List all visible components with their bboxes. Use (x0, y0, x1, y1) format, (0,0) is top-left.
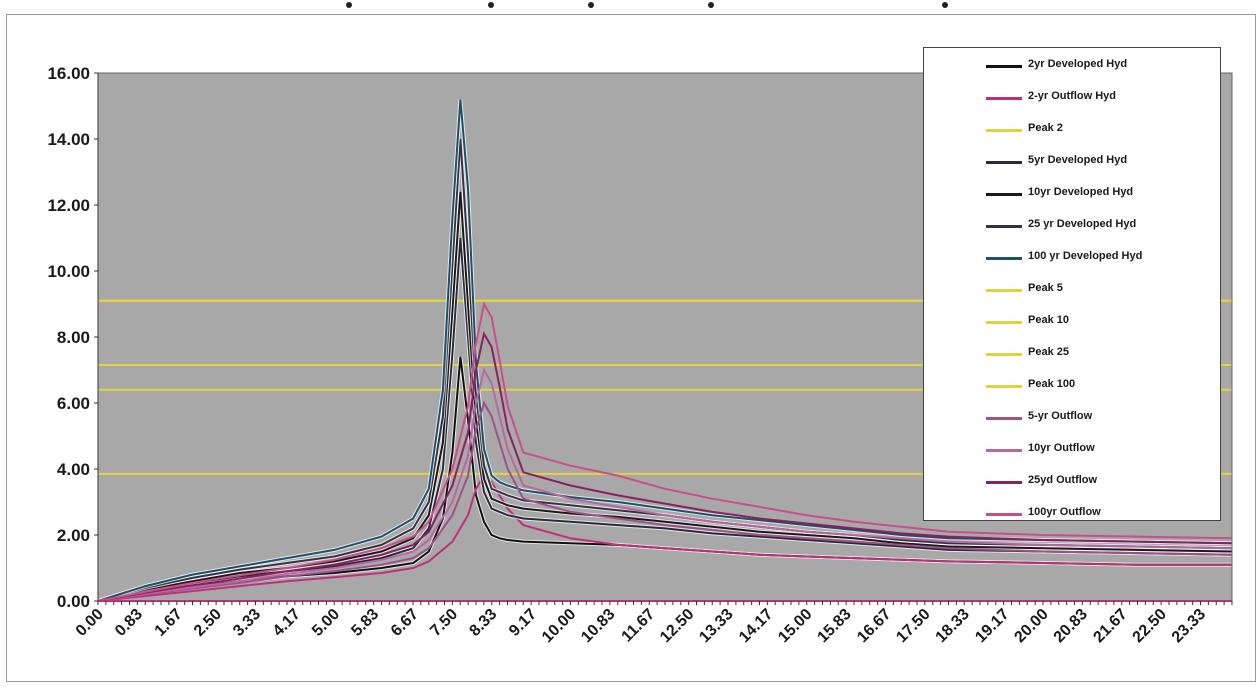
y-tick-label: 14.00 (47, 130, 90, 149)
legend-label: 10yr Outflow (1028, 442, 1095, 454)
legend-item: 100 yr Developed Hyd (924, 248, 1220, 268)
legend-swatch (986, 481, 1022, 484)
legend-swatch (986, 289, 1022, 292)
x-tick-label: 10.83 (578, 606, 618, 646)
x-tick-label: 5.00 (309, 606, 343, 640)
x-tick-label: 15.83 (814, 606, 854, 646)
legend-item: 100yr Outflow (924, 504, 1220, 524)
y-tick-label: 16.00 (47, 64, 90, 83)
legend-item: 25yd Outflow (924, 472, 1220, 492)
legend-swatch (986, 97, 1022, 100)
y-tick-label: 8.00 (57, 328, 90, 347)
legend-swatch (986, 353, 1022, 356)
legend-label: 5yr Developed Hyd (1028, 154, 1128, 166)
legend-swatch (986, 417, 1022, 420)
legend-label: 10yr Developed Hyd (1028, 186, 1134, 198)
legend-label: 2yr Developed Hyd (1028, 58, 1128, 70)
legend-label: 5-yr Outflow (1028, 410, 1093, 422)
x-tick-label: 10.00 (539, 606, 579, 646)
x-tick-label: 15.00 (775, 606, 815, 646)
y-tick-label: 2.00 (57, 526, 90, 545)
legend-item: Peak 25 (924, 344, 1220, 364)
x-tick-label: 13.33 (696, 606, 736, 646)
x-tick-label: 22.50 (1130, 606, 1170, 646)
legend-label: 25 yr Developed Hyd (1028, 218, 1137, 230)
x-tick-label: 14.17 (736, 606, 776, 646)
x-tick-label: 9.17 (506, 606, 540, 640)
title-smudge (346, 2, 352, 8)
x-tick-label: 16.67 (854, 606, 894, 646)
x-tick-label: 20.83 (1051, 606, 1091, 646)
x-tick-label: 2.50 (191, 606, 225, 640)
legend-label: 25yd Outflow (1028, 474, 1098, 486)
x-tick-label: 8.33 (466, 606, 500, 640)
legend-label: Peak 100 (1028, 378, 1076, 390)
legend-label: 100 yr Developed Hyd (1028, 250, 1143, 262)
legend-item: 2yr Developed Hyd (924, 56, 1220, 76)
y-tick-label: 4.00 (57, 460, 90, 479)
x-axis-ticks: 0.00 0.83 1.67 2.50 3.33 4.17 5.00 5.83 6.67 7.50… (73, 601, 1233, 646)
x-tick-label: 4.17 (270, 606, 304, 640)
legend-swatch (986, 257, 1022, 260)
series-line-25yd-outflow (97, 330, 1232, 602)
series-lines (97, 99, 1232, 603)
legend-item: 5yr Developed Hyd (924, 152, 1220, 172)
legend-item: 2-yr Outflow Hyd (924, 88, 1220, 108)
x-tick-label: 0.83 (112, 606, 146, 640)
y-tick-label: 10.00 (47, 262, 90, 281)
legend-item: 5-yr Outflow (924, 408, 1220, 428)
legend-item: Peak 2 (924, 120, 1220, 140)
y-tick-label: 6.00 (57, 394, 90, 413)
title-smudge (942, 2, 948, 8)
legend-swatch (986, 513, 1022, 516)
legend-item: Peak 10 (924, 312, 1220, 332)
x-tick-label: 7.50 (427, 606, 461, 640)
legend-swatch (986, 449, 1022, 452)
legend-label: Peak 10 (1028, 314, 1069, 326)
x-tick-label: 3.33 (230, 606, 264, 640)
x-tick-label: 17.50 (893, 606, 933, 646)
x-tick-label: 18.33 (933, 606, 973, 646)
x-tick-label: 21.67 (1090, 606, 1130, 646)
legend-label: Peak 25 (1028, 346, 1069, 358)
series-line-100yr-outflow (97, 301, 1232, 602)
legend-item: 10yr Developed Hyd (924, 184, 1220, 204)
title-smudge (588, 2, 594, 8)
series-line-10yr-outflow (97, 367, 1232, 602)
series-line-100-yr-developed-hyd (97, 99, 1232, 602)
legend-swatch (986, 129, 1022, 132)
series-line-10yr-developed-hyd (97, 191, 1232, 602)
legend-item: 10yr Outflow (924, 440, 1220, 460)
legend-label: 2-yr Outflow Hyd (1028, 90, 1117, 102)
series-line-5yr-developed-hyd (97, 237, 1232, 602)
legend-swatch (986, 193, 1022, 196)
legend-swatch (986, 65, 1022, 68)
legend-item: Peak 5 (924, 280, 1220, 300)
legend-swatch (986, 161, 1022, 164)
legend-swatch (986, 385, 1022, 388)
x-tick-label: 11.67 (619, 606, 659, 646)
x-tick-label: 12.50 (657, 606, 697, 646)
x-tick-label: 6.67 (388, 606, 422, 640)
legend-swatch (986, 225, 1022, 228)
y-tick-label: 0.00 (57, 592, 90, 611)
x-tick-label: 1.67 (152, 606, 186, 640)
legend-item: 25 yr Developed Hyd (924, 216, 1220, 236)
legend-label: Peak 2 (1028, 122, 1063, 134)
y-axis-ticks: 0.00 2.00 4.00 6.00 8.00 10.00 12.00 14.00 16.00 (47, 64, 98, 611)
x-tick-label: 5.83 (348, 606, 382, 640)
title-smudge (708, 2, 714, 8)
series-line-5-yr-outflow (97, 400, 1232, 602)
legend-label: 100yr Outflow (1028, 506, 1101, 518)
y-tick-label: 12.00 (47, 196, 90, 215)
x-tick-label: 19.17 (972, 606, 1012, 646)
legend-swatch (986, 321, 1022, 324)
legend-label: Peak 5 (1028, 282, 1063, 294)
legend-item: Peak 100 (924, 376, 1220, 396)
title-smudge (488, 2, 494, 8)
series-line-2-yr-outflow-hyd (97, 474, 1232, 602)
x-tick-label: 23.33 (1169, 606, 1209, 646)
x-tick-label: 20.00 (1011, 606, 1051, 646)
